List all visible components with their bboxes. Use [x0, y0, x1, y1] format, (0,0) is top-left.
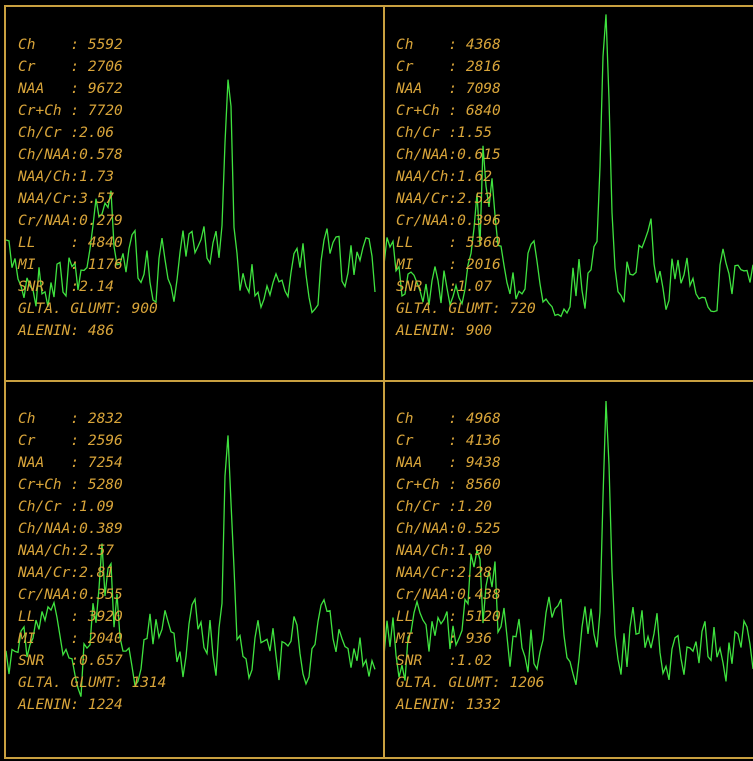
metric-row: MI : 2016	[395, 257, 501, 273]
metrics: Ch : 5592 Cr : 2706 NAA : 9672 Cr+Ch : 7720…	[17, 37, 544, 713]
metric-row: Cr+Ch : 6840	[396, 103, 501, 119]
metric-row: NAA/Ch:1.90	[395, 543, 492, 559]
metric-row: NAA/Ch:2.57	[17, 543, 114, 559]
spectrum-trace	[5, 79, 376, 314]
metric-row: LL : 4840	[18, 235, 123, 251]
metric-row: Ch : 5592	[18, 37, 123, 53]
metric-row: LL : 3920	[18, 609, 123, 625]
metric-row: Ch : 4968	[396, 411, 501, 427]
metric-row: NAA : 9672	[17, 81, 123, 97]
metric-row: Cr+Ch : 5280	[18, 477, 123, 493]
metric-row: Cr/NAA:0.279	[18, 213, 123, 229]
metric-row: Ch/NAA:0.525	[396, 521, 501, 537]
metric-row: Cr : 2596	[18, 433, 123, 449]
metric-row: MI : 2040	[17, 631, 123, 647]
metric-row: MI : 936	[395, 631, 492, 647]
metric-row: SNR :0.657	[18, 653, 123, 669]
metric-row: Ch/NAA:0.615	[396, 147, 501, 163]
metric-row: Cr/NAA:0.396	[396, 213, 501, 229]
metric-row: NAA/Cr:2.28	[395, 565, 492, 581]
spectrum-trace	[383, 14, 753, 318]
metric-row: ALENIN: 1332	[395, 697, 501, 713]
metric-row: ALENIN: 900	[395, 323, 492, 339]
metric-row: GLTA. GLUMT: 900	[18, 301, 158, 317]
metric-row: Cr/NAA:0.438	[396, 587, 501, 603]
metric-row: NAA : 9438	[395, 455, 501, 471]
spectrum-trace	[383, 400, 753, 685]
metric-row: ALENIN: 1224	[17, 697, 123, 713]
metric-row: LL : 5120	[396, 609, 501, 625]
metric-row: NAA/Cr:2.52	[395, 191, 492, 207]
metric-row: SNR :1.02	[396, 653, 492, 669]
metric-row: NAA/Ch:1.62	[395, 169, 492, 185]
metric-row: Ch/Cr :2.06	[18, 125, 114, 141]
metric-row: Ch/NAA:0.578	[18, 147, 123, 163]
metric-row: Ch : 2832	[18, 411, 123, 427]
metric-row: ALENIN: 486	[17, 323, 114, 339]
metric-row: Cr+Ch : 7720	[18, 103, 123, 119]
metric-row: Cr : 2816	[396, 59, 501, 75]
metric-row: NAA : 7254	[17, 455, 123, 471]
metric-row: Cr : 2706	[18, 59, 123, 75]
metric-row: NAA : 7098	[395, 81, 501, 97]
metric-row: Cr+Ch : 8560	[396, 477, 501, 493]
metric-row: NAA/Cr:3.57	[17, 191, 114, 207]
metric-row: SNR :2.14	[18, 279, 114, 295]
metric-row: Ch : 4368	[396, 37, 501, 53]
metric-row: Cr : 4136	[396, 433, 501, 449]
metric-row: GLTA. GLUMT: 1314	[18, 675, 166, 691]
metric-row: Ch/NAA:0.389	[18, 521, 123, 537]
metric-row: GLTA. GLUMT: 720	[396, 301, 536, 317]
metric-row: Ch/Cr :1.09	[18, 499, 114, 515]
metric-row: GLTA. GLUMT: 1206	[396, 675, 544, 691]
metric-row: Cr/NAA:0.355	[18, 587, 123, 603]
spectrum-trace	[5, 435, 376, 697]
metric-row: NAA/Cr:2.81	[17, 565, 114, 581]
spectra	[5, 14, 753, 697]
metric-row: NAA/Ch:1.73	[17, 169, 114, 185]
metric-row: Ch/Cr :1.55	[396, 125, 492, 141]
metric-row: MI : 1176	[17, 257, 123, 273]
metric-row: SNR :1.07	[396, 279, 492, 295]
metric-row: Ch/Cr :1.20	[396, 499, 492, 515]
metric-row: LL : 5360	[396, 235, 501, 251]
